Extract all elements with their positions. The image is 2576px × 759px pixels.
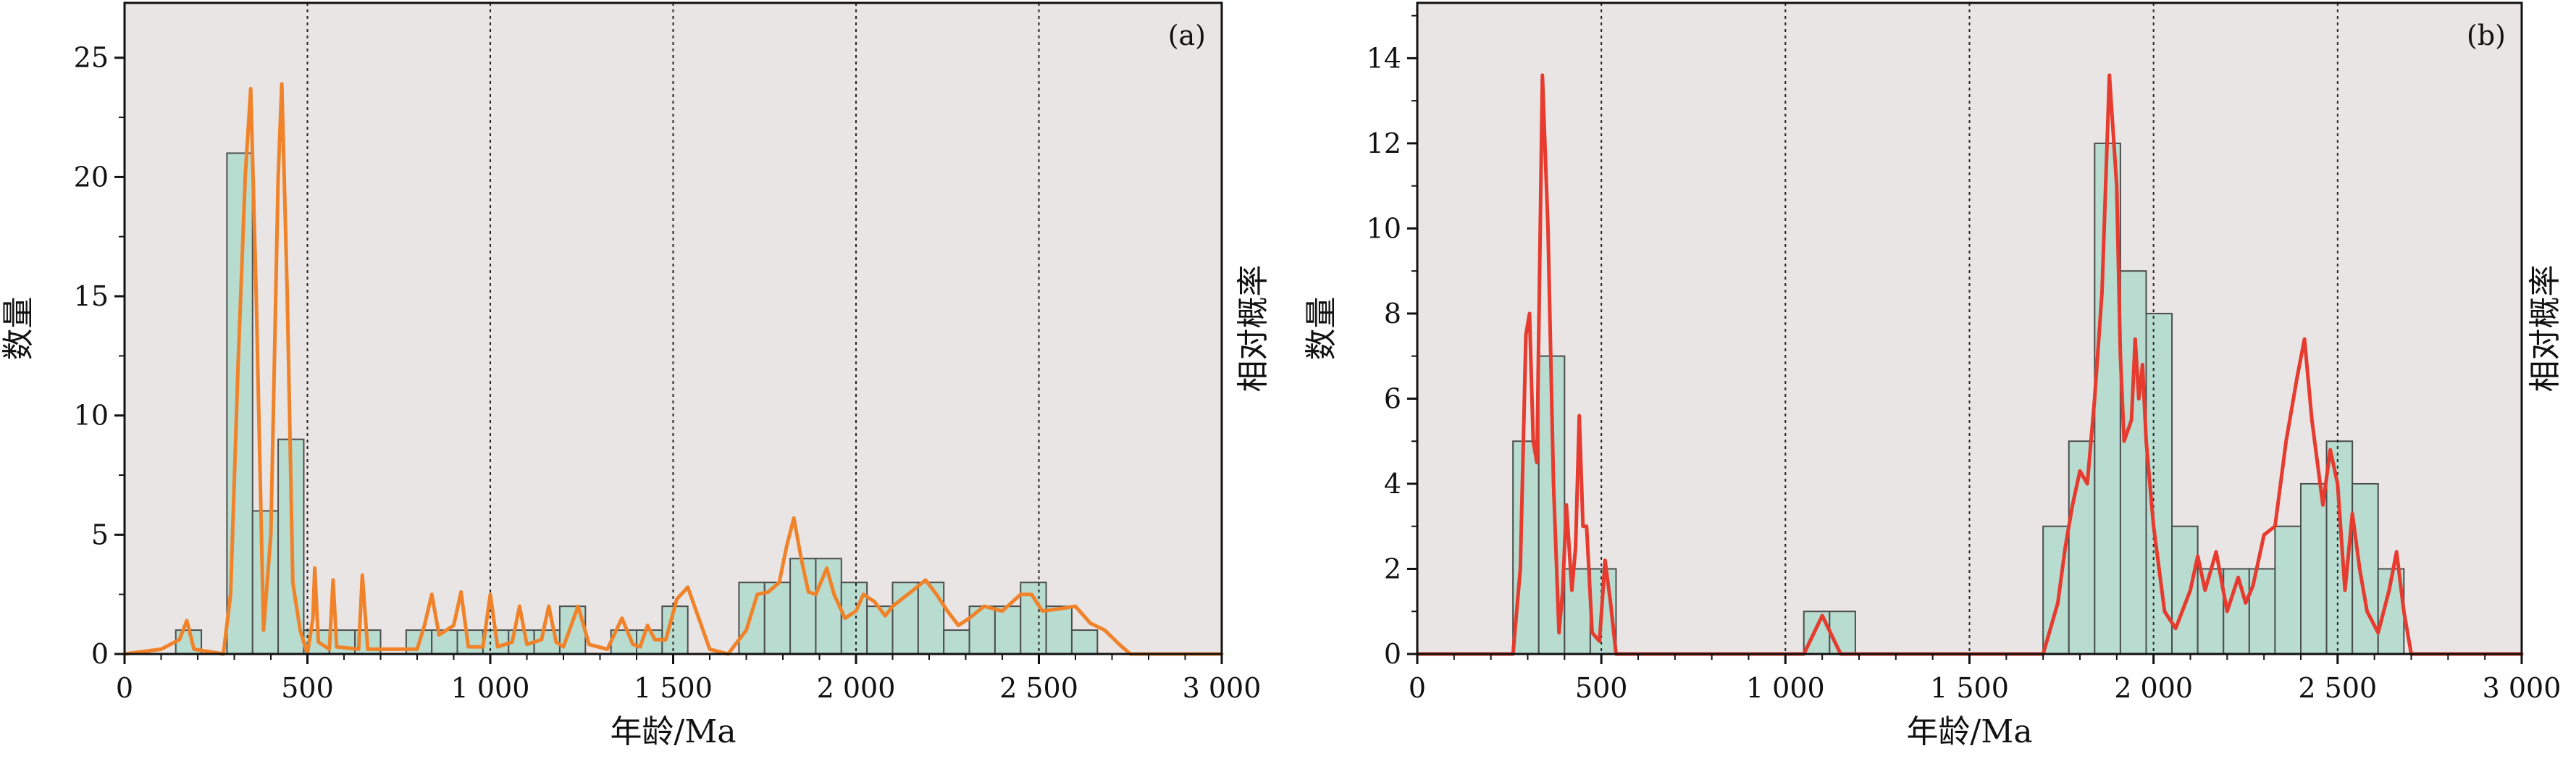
chart-a-ytick-label-4: 20 (74, 161, 109, 193)
chart-b-right-axis-title: 相对概率 (2527, 265, 2564, 393)
chart-b-xtick-label-2: 1 000 (1746, 672, 1825, 704)
chart-b-xtick-label-6: 3 000 (2483, 672, 2562, 704)
chart-b-bar-9 (2119, 270, 2147, 655)
chart-a-xtick-label-6: 3 000 (1183, 672, 1262, 704)
chart-a-xtick-label-5: 2 500 (999, 672, 1078, 704)
chart-b-xtick-label-1: 500 (1575, 672, 1628, 704)
chart-b-bar-16 (2300, 482, 2328, 655)
chart-a-svg: 0 500 1 000 1 500 2 000 2 500 3 000 0 5 10 15 20 25 (… (0, 1, 1272, 750)
chart-b-ytick-label-7: 14 (1367, 42, 1401, 74)
chart-b-ytick-label-4: 8 (1384, 298, 1401, 330)
chart-a-pdp-curve (122, 82, 1224, 656)
chart-a-bar-9 (456, 629, 484, 655)
chart-a-bar-5 (328, 629, 356, 655)
chart-b-ytick-label-2: 4 (1384, 468, 1401, 500)
chart-a-bar-30 (1070, 629, 1099, 655)
chart-b-panel-label: (b) (2467, 20, 2506, 51)
chart-b-bar-2 (1564, 568, 1591, 655)
chart-a-bar-8 (431, 629, 458, 655)
chart-panel-b: 0 500 1 000 1 500 2 000 2 500 3 000 0 2 4 6 8 10 12 14… (1288, 0, 2576, 756)
chart-b-x-axis-title: 年龄/Ma (1906, 713, 2032, 750)
chart-b-xtick-label-3: 1 500 (1930, 672, 2009, 704)
chart-a-xtick-label-2: 1 000 (451, 672, 530, 704)
chart-a-bar-29 (1045, 605, 1073, 655)
chart-a-ytick-label-1: 5 (91, 519, 109, 550)
chart-a-bar-16 (661, 605, 689, 655)
chart-a-ytick-label-3: 15 (74, 280, 109, 312)
chart-panel-a: 0 500 1 000 1 500 2 000 2 500 3 000 0 5 10 15 20 25 (… (0, 0, 1288, 756)
chart-b-ytick-label-3: 6 (1384, 382, 1401, 414)
chart-a-xtick-label-1: 500 (281, 672, 334, 704)
chart-a-right-axis-title: 相对概率 (1235, 265, 1272, 393)
chart-b-svg: 0 500 1 000 1 500 2 000 2 500 3 000 0 2 4 6 8 10 12 14… (1303, 1, 2564, 750)
chart-a-y-axis-title: 数量 (0, 297, 37, 361)
chart-b-xtick-label-4: 2 000 (2114, 672, 2193, 704)
chart-b-ytick-label-6: 12 (1367, 127, 1401, 159)
chart-a-ytick-label-2: 10 (74, 400, 109, 432)
chart-a-xtick-label-4: 2 000 (817, 672, 896, 704)
chart-a-xtick-label-3: 1 500 (634, 672, 713, 704)
chart-a-ytick-label-0: 0 (91, 638, 109, 670)
chart-a-panel-label: (a) (1168, 20, 1206, 51)
chart-b-pdp-curve (1415, 73, 2524, 656)
chart-a-bar-2 (251, 510, 280, 655)
chart-b-xtick-label-5: 2 500 (2298, 672, 2377, 704)
chart-b-ytick-label-0: 0 (1384, 638, 1401, 670)
chart-b-ytick-label-5: 10 (1367, 212, 1401, 244)
chart-b-y-axis-title: 数量 (1303, 297, 1340, 361)
chart-a-xtick-label-0: 0 (116, 672, 133, 704)
chart-b-bar-11 (2171, 525, 2199, 655)
chart-a-bar-24 (917, 582, 945, 655)
chart-a-ytick-label-5: 25 (74, 42, 109, 74)
chart-a-bar-23 (891, 582, 919, 655)
chart-b-bar-15 (2274, 525, 2302, 655)
chart-a-bar-25 (943, 629, 970, 655)
chart-a-x-axis-title: 年龄/Ma (610, 713, 736, 750)
chart-b-ytick-label-1: 2 (1384, 553, 1401, 584)
chart-b-bar-5 (1829, 611, 1856, 655)
chart-a-bar-27 (994, 605, 1022, 655)
chart-b-xtick-label-0: 0 (1409, 672, 1426, 704)
